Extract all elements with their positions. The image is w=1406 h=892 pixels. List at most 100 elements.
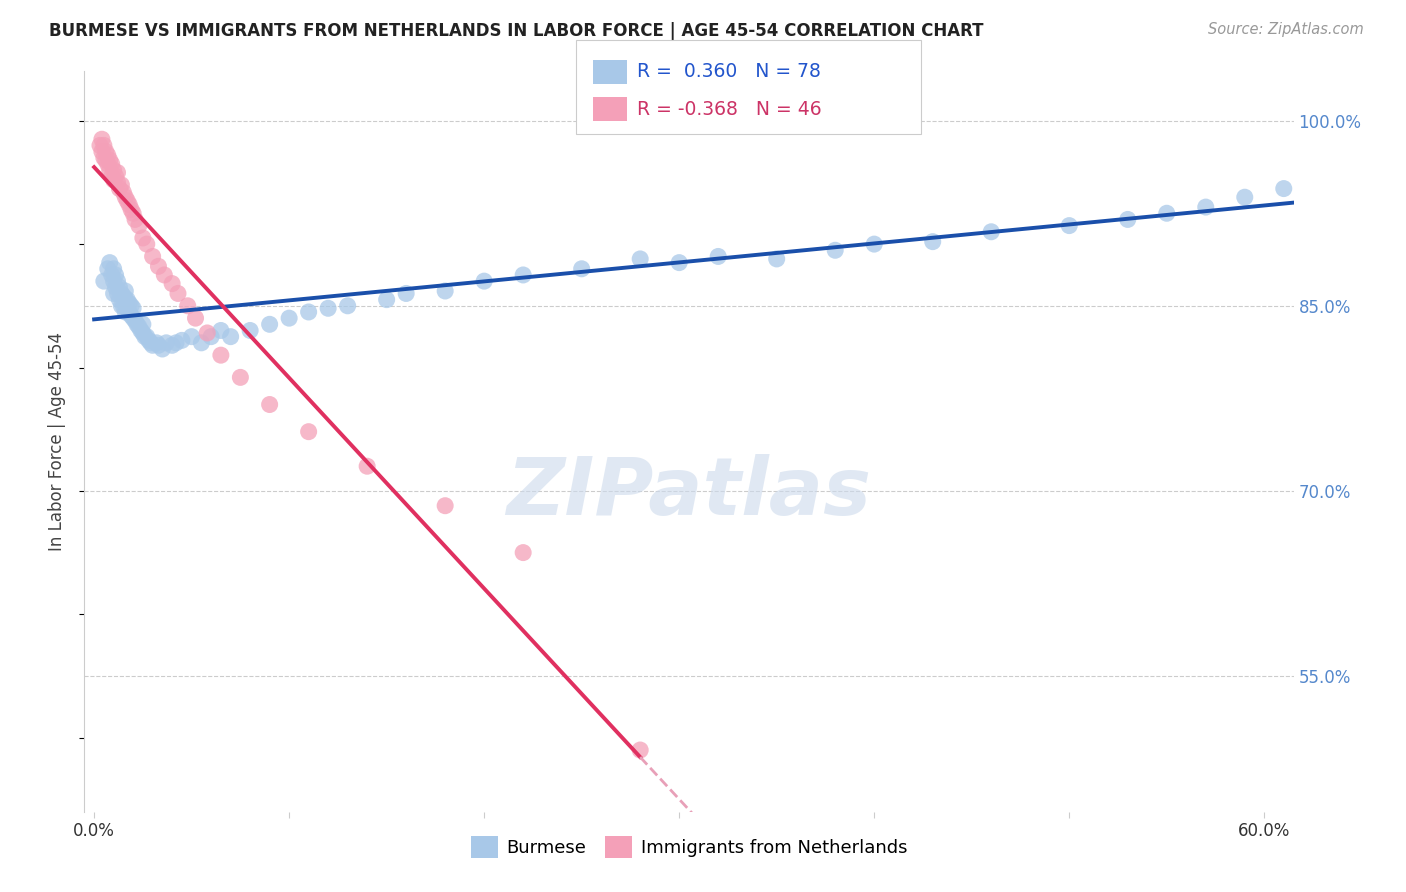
Point [128, 219, 150, 233]
Point [103, 173, 125, 187]
Point [628, 743, 651, 757]
Point [160, 338, 183, 352]
Point [184, 311, 207, 326]
Point [628, 252, 651, 266]
Point [117, 301, 139, 316]
Point [298, 305, 321, 319]
Point [97, 261, 120, 276]
Point [104, 280, 127, 294]
Point [1195, 200, 1218, 214]
Point [434, 284, 457, 298]
Point [219, 329, 242, 343]
Point [356, 459, 378, 474]
Point [239, 324, 262, 338]
Point [155, 335, 177, 350]
Point [512, 546, 534, 560]
Point [118, 296, 141, 310]
Point [375, 293, 398, 307]
Point [1233, 190, 1256, 204]
Point [209, 348, 232, 362]
Point [114, 190, 136, 204]
Point [110, 178, 132, 192]
Point [107, 274, 129, 288]
Point [103, 261, 125, 276]
Point [120, 299, 142, 313]
Point [110, 286, 132, 301]
Point [153, 268, 176, 282]
Point [167, 286, 190, 301]
Legend: Burmese, Immigrants from Netherlands: Burmese, Immigrants from Netherlands [464, 830, 914, 865]
Point [108, 293, 131, 307]
Point [104, 268, 127, 282]
Point [93, 151, 115, 165]
Point [170, 334, 193, 348]
Point [1272, 181, 1295, 195]
Point [122, 311, 145, 326]
Point [1292, 176, 1315, 190]
Point [118, 197, 141, 211]
Point [512, 268, 534, 282]
Text: BURMESE VS IMMIGRANTS FROM NETHERLANDS IN LABOR FORCE | AGE 45-54 CORRELATION CH: BURMESE VS IMMIGRANTS FROM NETHERLANDS I… [49, 22, 984, 40]
Point [668, 255, 690, 269]
Point [97, 148, 120, 162]
Point [472, 274, 495, 288]
Point [980, 225, 1002, 239]
Point [395, 286, 418, 301]
Point [110, 299, 132, 313]
Text: R =  0.360   N = 78: R = 0.360 N = 78 [637, 62, 821, 81]
Point [108, 280, 131, 294]
Point [120, 309, 142, 323]
Point [117, 194, 139, 208]
Point [120, 202, 142, 217]
Point [122, 301, 145, 316]
Point [145, 335, 167, 350]
Point [89, 138, 111, 153]
Point [104, 169, 127, 184]
Point [148, 260, 170, 274]
Point [94, 153, 117, 168]
Point [142, 338, 165, 352]
Point [103, 274, 125, 288]
Point [150, 342, 173, 356]
Point [124, 313, 146, 327]
Point [107, 286, 129, 301]
Point [94, 145, 117, 159]
Point [112, 186, 135, 200]
Point [93, 138, 115, 153]
Point [100, 169, 122, 184]
Point [200, 329, 222, 343]
Point [190, 335, 212, 350]
Point [103, 286, 125, 301]
Point [336, 299, 359, 313]
Point [97, 157, 120, 171]
Y-axis label: In Labor Force | Age 45-54: In Labor Force | Age 45-54 [48, 332, 66, 551]
Point [863, 237, 886, 252]
Point [117, 293, 139, 307]
Point [1156, 206, 1178, 220]
Point [132, 231, 155, 245]
Point [122, 206, 145, 220]
Point [824, 244, 846, 258]
Point [160, 277, 183, 291]
Point [98, 153, 121, 168]
Point [129, 324, 152, 338]
Point [114, 284, 136, 298]
Text: R = -0.368   N = 46: R = -0.368 N = 46 [637, 100, 821, 119]
Point [298, 425, 321, 439]
Point [142, 250, 165, 264]
Point [135, 237, 157, 252]
Point [259, 318, 281, 332]
Point [571, 261, 593, 276]
Point [112, 299, 135, 313]
Point [1116, 212, 1139, 227]
Point [132, 318, 155, 332]
Point [316, 301, 339, 316]
Text: Source: ZipAtlas.com: Source: ZipAtlas.com [1208, 22, 1364, 37]
Point [98, 255, 121, 269]
Point [278, 311, 301, 326]
Point [100, 157, 122, 171]
Point [107, 176, 129, 190]
Point [93, 274, 115, 288]
Text: ZIPatlas: ZIPatlas [506, 454, 872, 533]
Point [165, 335, 187, 350]
